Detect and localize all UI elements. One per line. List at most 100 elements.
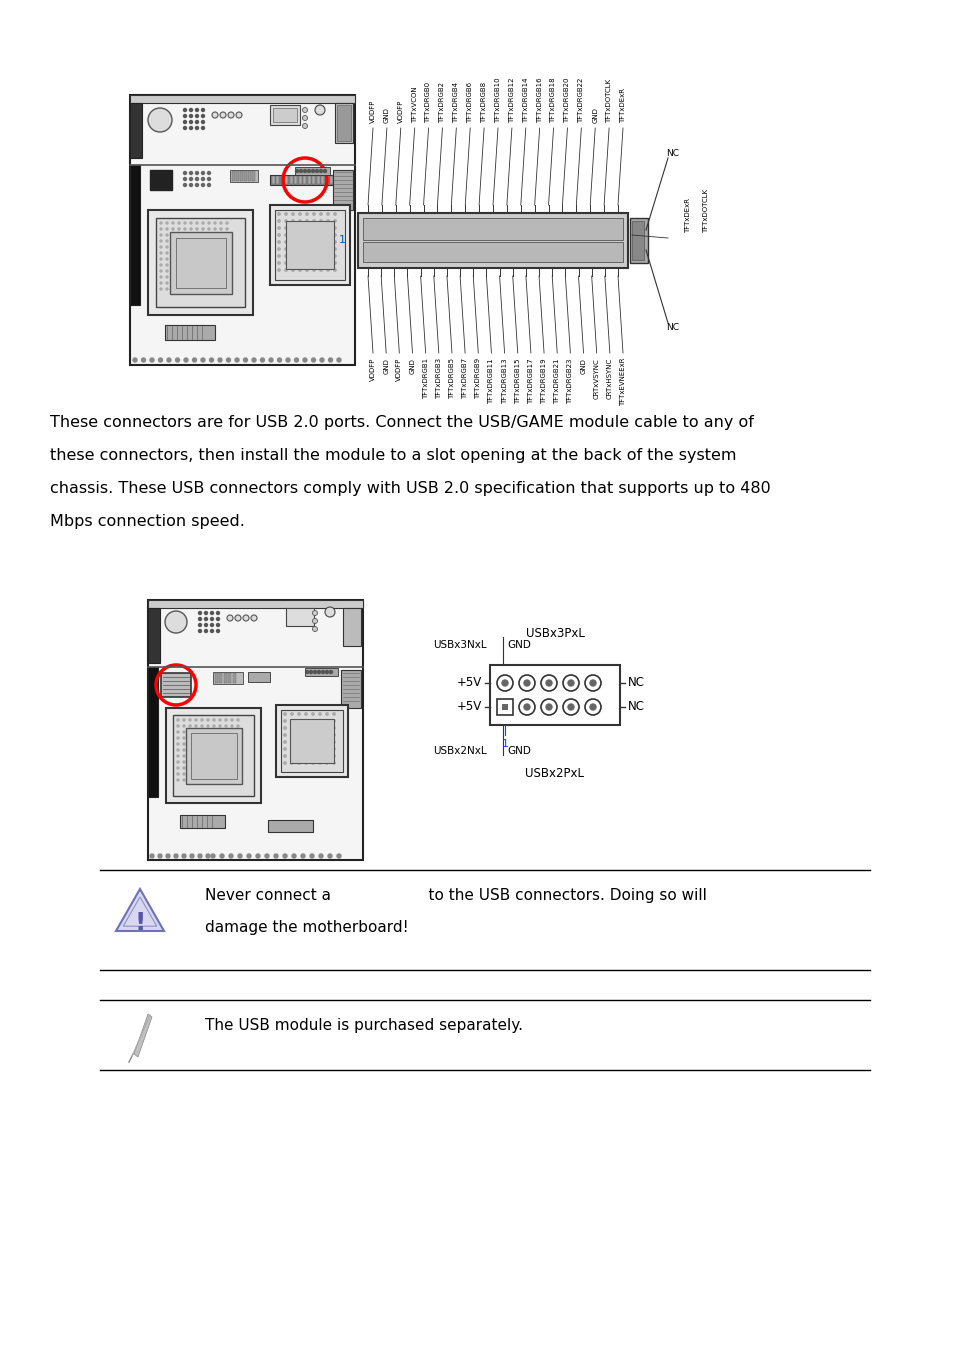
Circle shape [298,262,301,265]
Circle shape [299,170,302,173]
Circle shape [297,713,300,716]
Circle shape [190,240,192,242]
Text: NC: NC [666,324,679,332]
Circle shape [219,761,221,763]
Circle shape [207,725,209,728]
Circle shape [219,755,221,757]
Circle shape [178,252,180,254]
Circle shape [318,755,321,757]
Circle shape [226,228,228,230]
Bar [326,176,329,184]
Bar [186,728,242,784]
Circle shape [318,726,321,729]
Circle shape [567,680,574,686]
Polygon shape [133,1014,152,1057]
Circle shape [226,270,228,271]
Circle shape [234,616,241,621]
Circle shape [160,221,162,224]
Circle shape [213,720,214,721]
Circle shape [312,748,314,751]
Circle shape [286,358,290,362]
Circle shape [177,761,179,763]
Circle shape [166,240,168,242]
Circle shape [334,220,335,223]
Circle shape [208,234,210,236]
Circle shape [226,246,228,248]
Bar [290,720,334,763]
Circle shape [213,252,215,254]
Circle shape [283,855,287,859]
Circle shape [326,755,328,757]
Circle shape [283,755,286,757]
Circle shape [301,855,305,859]
Circle shape [226,234,228,236]
Circle shape [277,213,280,215]
Circle shape [336,358,340,362]
Circle shape [220,258,222,261]
Circle shape [202,270,204,271]
Circle shape [285,220,287,223]
Circle shape [327,220,329,223]
Circle shape [201,725,203,728]
Circle shape [333,741,335,744]
Circle shape [160,240,162,242]
Circle shape [226,265,228,266]
Circle shape [160,252,162,254]
Circle shape [195,246,198,248]
Circle shape [333,748,335,751]
Circle shape [220,282,222,284]
Circle shape [277,240,280,243]
Circle shape [319,248,322,250]
Circle shape [277,255,280,258]
Circle shape [178,221,180,224]
Bar [281,176,284,184]
Circle shape [208,270,210,271]
Circle shape [231,720,233,721]
Circle shape [326,720,328,722]
Circle shape [231,767,233,770]
Circle shape [183,779,185,782]
Circle shape [220,234,222,236]
Circle shape [166,246,168,248]
Circle shape [327,269,329,271]
Circle shape [291,741,293,744]
Circle shape [326,761,328,764]
Circle shape [319,220,322,223]
Text: VDDFP: VDDFP [370,358,375,382]
Circle shape [305,671,308,674]
Circle shape [202,265,204,266]
Circle shape [195,127,198,130]
Circle shape [334,227,335,230]
Circle shape [194,743,196,745]
Circle shape [298,255,301,258]
Circle shape [326,726,328,729]
Circle shape [160,234,162,236]
Circle shape [201,108,204,112]
Bar [270,205,350,285]
Circle shape [226,288,228,290]
Circle shape [208,177,211,181]
Circle shape [313,240,314,243]
Circle shape [194,767,196,770]
Circle shape [285,269,287,271]
Circle shape [313,626,317,632]
Circle shape [497,675,513,691]
Bar [316,176,319,184]
Circle shape [236,730,239,733]
Bar [321,176,324,184]
Circle shape [208,275,210,278]
Circle shape [166,288,168,290]
Circle shape [285,248,287,250]
Bar [166,707,261,803]
Circle shape [260,358,264,362]
Text: USBx3PxL: USBx3PxL [525,626,584,640]
Circle shape [285,234,287,236]
Circle shape [184,282,186,284]
Bar [308,176,311,184]
Circle shape [292,262,294,265]
Bar [272,176,274,184]
Text: These connectors are for USB 2.0 ports. Connect the USB/GAME module cable to any: These connectors are for USB 2.0 ports. … [50,414,753,431]
Circle shape [327,213,329,215]
Circle shape [166,221,168,224]
Circle shape [219,737,221,738]
